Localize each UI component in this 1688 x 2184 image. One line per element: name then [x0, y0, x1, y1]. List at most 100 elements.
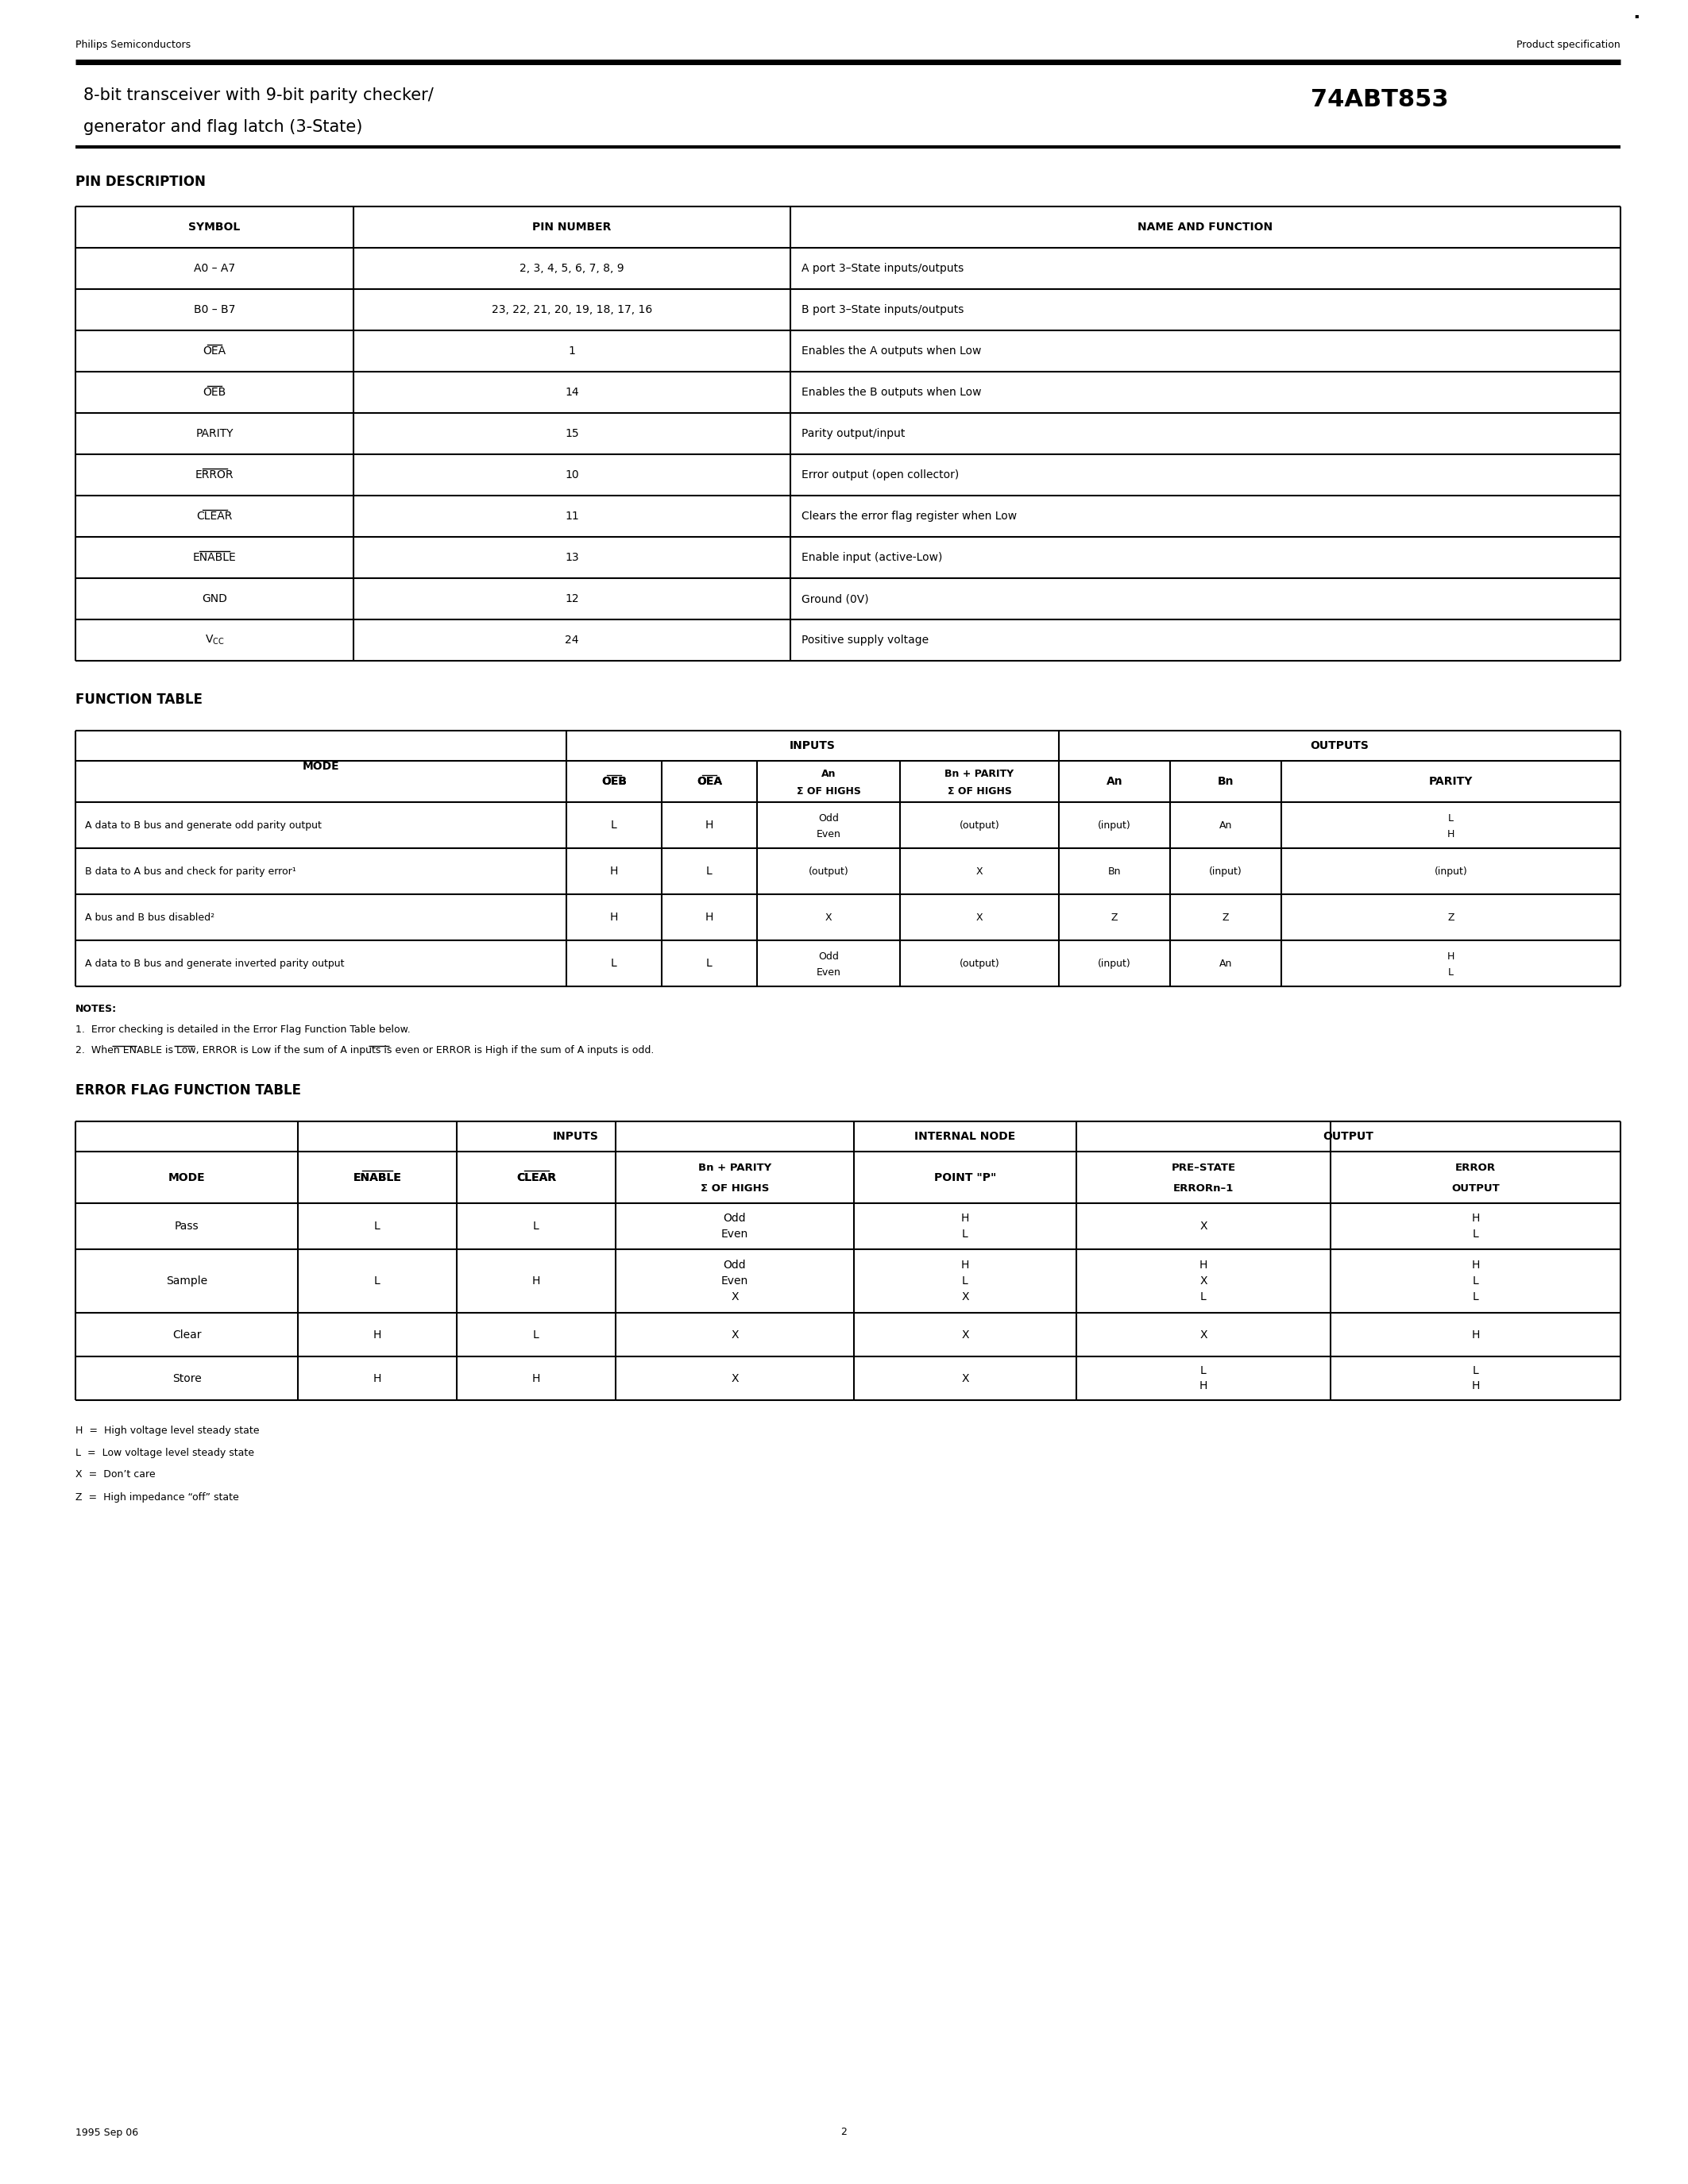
Text: OEB: OEB: [203, 387, 226, 397]
Text: PIN NUMBER: PIN NUMBER: [532, 221, 611, 234]
Text: Error output (open collector): Error output (open collector): [802, 470, 959, 480]
Text: Z  =  High impedance “off” state: Z = High impedance “off” state: [76, 1492, 240, 1503]
Text: Sample: Sample: [165, 1275, 208, 1286]
Text: 1: 1: [569, 345, 576, 356]
Text: 1.  Error checking is detailed in the Error Flag Function Table below.: 1. Error checking is detailed in the Err…: [76, 1024, 410, 1035]
Text: CLEAR: CLEAR: [517, 1173, 555, 1184]
Text: V$_{\mathregular{CC}}$: V$_{\mathregular{CC}}$: [204, 633, 225, 646]
Text: ERRORn–1: ERRORn–1: [1173, 1184, 1234, 1195]
Text: Even: Even: [817, 968, 841, 976]
Text: (output): (output): [809, 867, 849, 876]
Text: L: L: [611, 959, 618, 970]
Text: L: L: [1448, 812, 1453, 823]
Text: X: X: [825, 913, 832, 922]
Text: An: An: [1219, 959, 1232, 968]
Text: A bus and B bus disabled²: A bus and B bus disabled²: [84, 913, 214, 922]
Text: X: X: [962, 1330, 969, 1341]
Text: H: H: [373, 1330, 381, 1341]
Text: OEA: OEA: [697, 775, 722, 786]
Text: 2, 3, 4, 5, 6, 7, 8, 9: 2, 3, 4, 5, 6, 7, 8, 9: [520, 262, 625, 273]
Text: Clears the error flag register when Low: Clears the error flag register when Low: [802, 511, 1016, 522]
Text: L: L: [533, 1221, 538, 1232]
Text: POINT "P": POINT "P": [933, 1173, 996, 1184]
Text: NOTES:: NOTES:: [76, 1005, 116, 1013]
Text: MODE: MODE: [302, 760, 339, 771]
Text: X: X: [962, 1291, 969, 1302]
Text: 23, 22, 21, 20, 19, 18, 17, 16: 23, 22, 21, 20, 19, 18, 17, 16: [491, 304, 652, 314]
Text: INPUTS: INPUTS: [790, 740, 836, 751]
Text: Σ OF HIGHS: Σ OF HIGHS: [701, 1184, 770, 1195]
Text: SYMBOL: SYMBOL: [189, 221, 240, 234]
Text: (output): (output): [959, 959, 999, 968]
Text: L: L: [375, 1221, 380, 1232]
Text: B data to A bus and check for parity error¹: B data to A bus and check for parity err…: [84, 867, 295, 876]
Text: H: H: [1472, 1260, 1480, 1271]
Text: X: X: [731, 1374, 739, 1385]
Text: Philips Semiconductors: Philips Semiconductors: [76, 39, 191, 50]
Text: Σ OF HIGHS: Σ OF HIGHS: [797, 786, 861, 797]
Text: Pass: Pass: [174, 1221, 199, 1232]
Text: X: X: [976, 913, 982, 922]
Text: L: L: [962, 1227, 969, 1241]
Text: A data to B bus and generate odd parity output: A data to B bus and generate odd parity …: [84, 819, 322, 830]
Text: L: L: [1472, 1365, 1479, 1376]
Text: 24: 24: [565, 636, 579, 646]
Text: OUTPUTS: OUTPUTS: [1310, 740, 1369, 751]
Text: OEA: OEA: [697, 775, 722, 786]
Text: 10: 10: [565, 470, 579, 480]
Text: L: L: [1200, 1365, 1207, 1376]
Text: Bn: Bn: [1107, 867, 1121, 876]
Text: 12: 12: [565, 594, 579, 605]
Text: L: L: [375, 1275, 380, 1286]
Text: PARITY: PARITY: [196, 428, 233, 439]
Text: H: H: [1472, 1212, 1480, 1223]
Text: X: X: [1200, 1330, 1207, 1341]
Text: L: L: [706, 865, 712, 876]
Text: Odd: Odd: [724, 1212, 746, 1223]
Text: ▪: ▪: [1634, 13, 1639, 20]
Text: PARITY: PARITY: [1428, 775, 1474, 786]
Text: 15: 15: [565, 428, 579, 439]
Text: H: H: [1198, 1380, 1207, 1391]
Text: generator and flag latch (3-State): generator and flag latch (3-State): [83, 120, 363, 135]
Text: X  =  Don’t care: X = Don’t care: [76, 1470, 155, 1481]
Text: PRE–STATE: PRE–STATE: [1171, 1162, 1236, 1173]
Text: INTERNAL NODE: INTERNAL NODE: [915, 1131, 1016, 1142]
Text: A data to B bus and generate inverted parity output: A data to B bus and generate inverted pa…: [84, 959, 344, 968]
Text: Σ OF HIGHS: Σ OF HIGHS: [947, 786, 1011, 797]
Text: Odd: Odd: [819, 950, 839, 961]
Text: ENABLE: ENABLE: [192, 553, 236, 563]
Text: X: X: [1200, 1221, 1207, 1232]
Text: OEB: OEB: [601, 775, 626, 786]
Text: Store: Store: [172, 1374, 201, 1385]
Text: H: H: [373, 1374, 381, 1385]
Text: Ground (0V): Ground (0V): [802, 594, 869, 605]
Text: X: X: [1200, 1275, 1207, 1286]
Text: L: L: [1472, 1291, 1479, 1302]
Text: OUTPUT: OUTPUT: [1452, 1184, 1499, 1195]
Text: Odd: Odd: [724, 1260, 746, 1271]
Text: H: H: [706, 911, 714, 924]
Text: CLEAR: CLEAR: [196, 511, 233, 522]
Text: 11: 11: [565, 511, 579, 522]
Text: Parity output/input: Parity output/input: [802, 428, 905, 439]
Text: 8-bit transceiver with 9-bit parity checker/: 8-bit transceiver with 9-bit parity chec…: [83, 87, 434, 103]
Text: 1995 Sep 06: 1995 Sep 06: [76, 2127, 138, 2138]
Text: ERROR FLAG FUNCTION TABLE: ERROR FLAG FUNCTION TABLE: [76, 1083, 300, 1099]
Text: 2: 2: [841, 2127, 847, 2138]
Text: Clear: Clear: [172, 1330, 201, 1341]
Text: Odd: Odd: [819, 812, 839, 823]
Text: Bn + PARITY: Bn + PARITY: [945, 769, 1014, 780]
Text: 13: 13: [565, 553, 579, 563]
Text: H: H: [609, 911, 618, 924]
Text: MODE: MODE: [169, 1173, 206, 1184]
Text: An: An: [1106, 775, 1123, 786]
Text: X: X: [731, 1291, 739, 1302]
Text: GND: GND: [203, 594, 228, 605]
Text: ERROR: ERROR: [1455, 1162, 1496, 1173]
Text: H: H: [532, 1275, 540, 1286]
Text: Enables the A outputs when Low: Enables the A outputs when Low: [802, 345, 981, 356]
Text: An: An: [820, 769, 836, 780]
Text: Z: Z: [1222, 913, 1229, 922]
Text: PIN DESCRIPTION: PIN DESCRIPTION: [76, 175, 206, 190]
